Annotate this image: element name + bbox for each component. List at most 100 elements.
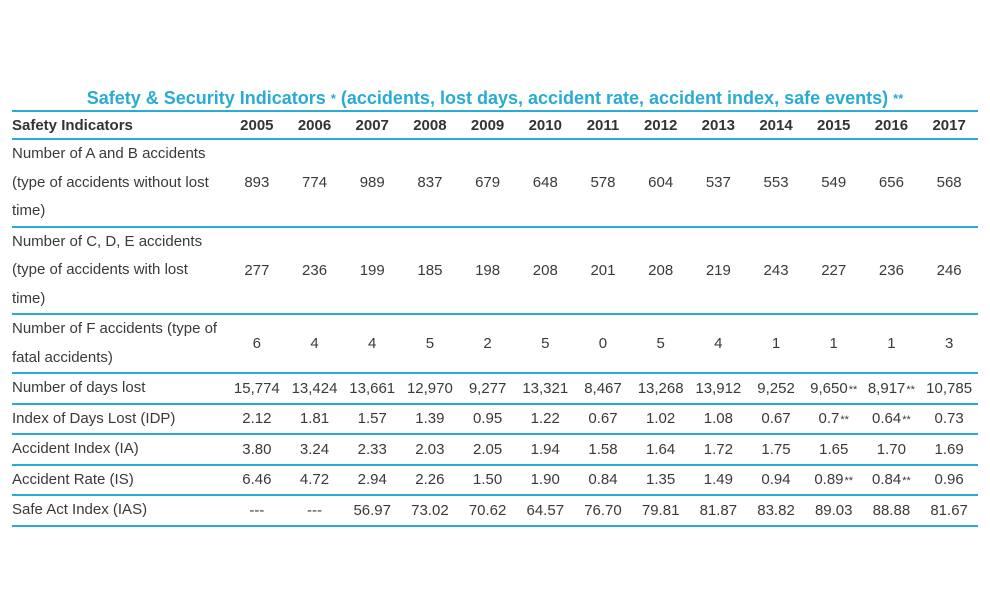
table-cell: 208 [516, 226, 575, 315]
cell-value: 201 [590, 261, 616, 279]
table-cell: 1.94 [516, 434, 575, 466]
table-cell: 13,912 [689, 373, 748, 405]
cell-value: 578 [590, 174, 616, 192]
cell-value: 1 [887, 335, 896, 352]
cell-value: 553 [763, 174, 789, 192]
cell-value: 0.64 [872, 410, 902, 428]
table-cell: 1.49 [689, 464, 748, 496]
cell-value: 3.80 [242, 440, 272, 458]
table-cell: 2.26 [401, 464, 459, 496]
cell-value: 1.65 [819, 440, 849, 458]
cell-value: 0.95 [472, 410, 503, 428]
table-cell: 199 [343, 226, 402, 315]
table-cell: 70.62 [458, 495, 517, 527]
table-cell: 9,650** [804, 373, 863, 405]
cell-value: 2.12 [242, 410, 272, 428]
table-cell: 8,917** [862, 373, 921, 405]
cell-value: 8,917 [867, 379, 906, 397]
cell-value: 79.81 [641, 501, 680, 519]
header-row: Safety Indicators 2005 2006 2007 2008 2009 201… [12, 110, 978, 140]
cell-value: 10,785 [926, 379, 973, 397]
table-cell: 0.64** [862, 403, 921, 435]
cell-value: 1.49 [703, 471, 733, 489]
row-label: Number of A and B accidents (type of acc… [12, 139, 228, 228]
cell-value: 73.02 [411, 501, 449, 519]
cell-value: 208 [532, 261, 558, 279]
table-cell: 989 [343, 139, 402, 228]
table-row: Index of Days Lost (IDP) 2.12 1.81 1.57 1.39… [12, 403, 978, 435]
cell-value: 13,661 [349, 379, 396, 397]
cell-value: 5 [541, 335, 550, 352]
cell-value: 837 [417, 174, 443, 192]
cell-value: 1 [829, 335, 838, 352]
cell-value: 4 [310, 335, 319, 352]
header-year: 2016 [862, 110, 921, 140]
header-year: 2008 [401, 110, 459, 140]
table-cell: 13,424 [285, 373, 344, 405]
table-cell: 9,277 [458, 373, 517, 405]
table-cell: 219 [689, 226, 748, 315]
cell-value: 199 [359, 261, 385, 279]
cell-footnote-marker: ** [844, 475, 854, 488]
cell-value: 277 [244, 261, 270, 279]
cell-value: 208 [648, 261, 674, 279]
table-cell: 1.57 [343, 403, 402, 435]
table-cell: 0.95 [458, 403, 517, 435]
table-cell: 81.87 [689, 495, 748, 527]
cell-value: 1 [771, 335, 781, 352]
table-cell: 8,467 [574, 373, 632, 405]
cell-value: 1.75 [761, 440, 791, 458]
table-cell: 1.08 [689, 403, 748, 435]
row-label: Safe Act Index (IAS) [12, 495, 228, 527]
table-cell: 3.24 [285, 434, 344, 466]
cell-value: 0 [598, 335, 608, 352]
table-cell: 1.75 [747, 434, 805, 466]
table-cell: 88.88 [862, 495, 921, 527]
header-year: 2014 [747, 110, 805, 140]
row-label: Accident Index (IA) [12, 434, 228, 466]
cell-value: 1.94 [530, 440, 560, 458]
table-body: Number of A and B accidents (type of acc… [12, 139, 978, 527]
table-cell: 1.70 [862, 434, 921, 466]
table-cell: 0.89** [804, 464, 863, 496]
table-cell: 6 [228, 314, 286, 374]
cell-value: 2.05 [472, 440, 503, 458]
table-cell: --- [285, 495, 344, 527]
table-cell: 10,785 [920, 373, 978, 405]
header-year: 2007 [343, 110, 402, 140]
cell-value: 236 [302, 261, 328, 279]
cell-value: 0.7 [818, 410, 840, 428]
cell-value: 64.57 [526, 501, 565, 519]
title-subtitle: (accidents, lost days, accident rate, ac… [340, 88, 889, 108]
cell-value: 1.22 [530, 410, 560, 428]
cell-value: 2.03 [415, 440, 445, 458]
cell-value: 1.35 [646, 471, 676, 489]
table-cell: 0.94 [747, 464, 805, 496]
table-cell: 243 [747, 226, 805, 315]
table-cell: 1.02 [631, 403, 690, 435]
table-cell: 13,268 [631, 373, 690, 405]
cell-value: 568 [936, 174, 962, 192]
cell-value: 679 [475, 174, 501, 192]
table-cell: 0.73 [920, 403, 978, 435]
table-cell: 604 [631, 139, 690, 228]
header-year: 2015 [804, 110, 863, 140]
table-cell: 679 [458, 139, 517, 228]
table-cell: 236 [285, 226, 344, 315]
cell-value: 9,252 [757, 379, 795, 397]
cell-value: 243 [763, 261, 789, 279]
table-cell: 1.69 [920, 434, 978, 466]
cell-footnote-marker: ** [906, 383, 915, 396]
header-year: 2013 [689, 110, 748, 140]
table-cell: 2 [458, 314, 517, 374]
cell-value: 185 [417, 261, 443, 279]
table-cell: 2.03 [401, 434, 459, 466]
cell-value: 6 [252, 335, 262, 352]
header-year: 2010 [516, 110, 575, 140]
cell-value: --- [249, 501, 265, 519]
indicators-panel: Safety & Security Indicators * (accident… [12, 86, 978, 527]
cell-value: 3 [944, 335, 954, 352]
row-label: Number of C, D, E accidents (type of acc… [12, 226, 228, 315]
table-cell: 4.72 [285, 464, 344, 496]
table-cell: 15,774 [228, 373, 286, 405]
